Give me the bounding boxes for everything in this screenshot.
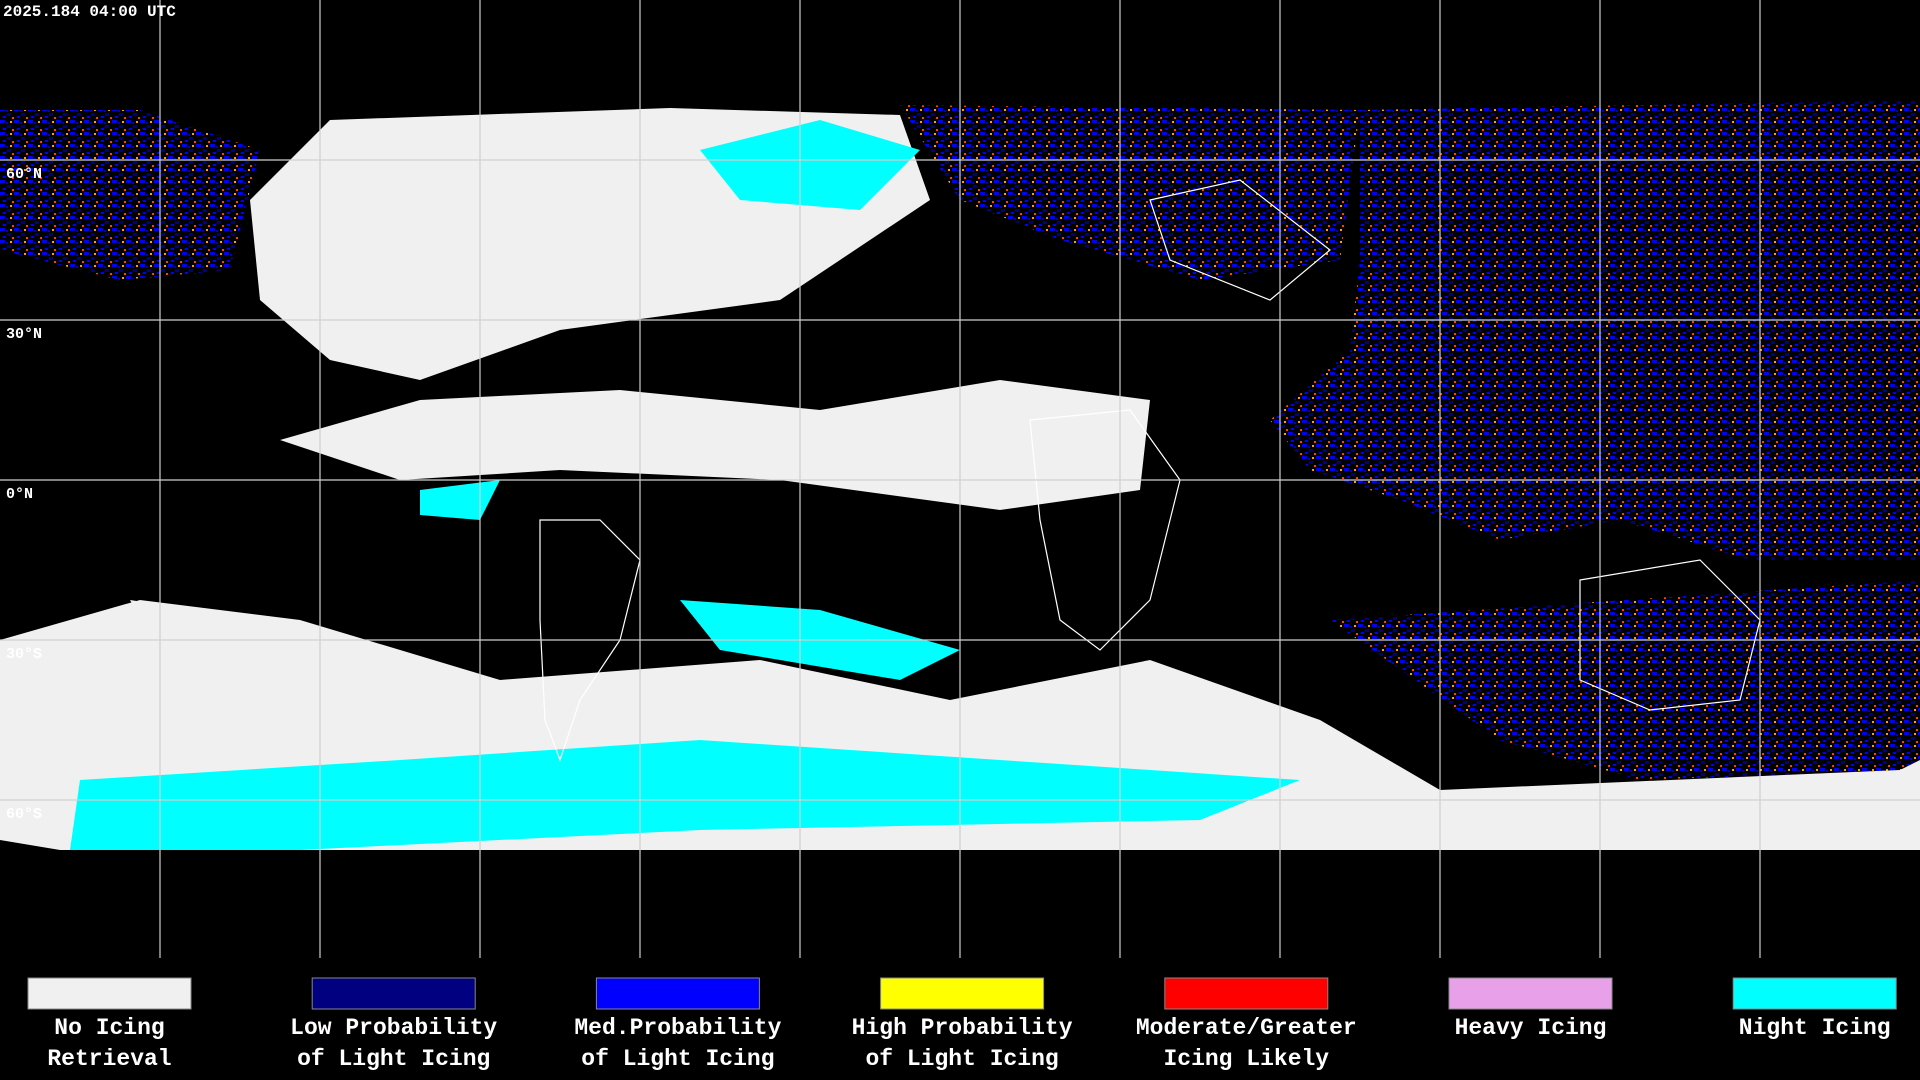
legend: No Icing Retrieval Low Probability of Light… bbox=[27, 977, 1897, 1072]
icing-region bbox=[1330, 580, 1920, 780]
graticule bbox=[0, 0, 1920, 958]
night-icing-region bbox=[700, 120, 920, 210]
legend-swatch bbox=[311, 977, 476, 1010]
coastline bbox=[539, 179, 1761, 762]
legend-swatch bbox=[27, 977, 192, 1010]
latitude-label: 30°S bbox=[6, 646, 42, 663]
icing-region bbox=[1270, 100, 1920, 560]
legend-swatch bbox=[1732, 977, 1897, 1010]
cloud-region bbox=[130, 600, 380, 780]
legend-label: Moderate/Greater bbox=[1136, 1015, 1357, 1041]
legend-label: Heavy Icing bbox=[1455, 1015, 1607, 1041]
icing-region bbox=[0, 110, 260, 280]
legend-label: Med.Probability bbox=[574, 1015, 781, 1041]
legend-label: Low Probability bbox=[290, 1015, 497, 1041]
latitude-label: 0°N bbox=[6, 486, 33, 503]
cloud-region bbox=[280, 380, 1150, 510]
legend-swatch bbox=[1164, 977, 1329, 1010]
legend-swatch bbox=[595, 977, 760, 1010]
legend-label: of Light Icing bbox=[297, 1046, 490, 1072]
latitude-label: 60°S bbox=[6, 806, 42, 823]
latitude-label: 30°N bbox=[6, 326, 42, 343]
night-icing-region bbox=[70, 740, 1300, 850]
legend-label: High Probability bbox=[852, 1015, 1073, 1041]
latitude-label: 60°N bbox=[6, 166, 42, 183]
legend-label: of Light Icing bbox=[581, 1046, 774, 1072]
legend-swatch bbox=[880, 977, 1045, 1010]
icing-region bbox=[900, 105, 1360, 280]
legend-label: Icing Likely bbox=[1163, 1046, 1329, 1072]
legend-label: No Icing bbox=[54, 1015, 164, 1041]
legend-label: Retrieval bbox=[47, 1046, 171, 1072]
timestamp: 2025.184 04:00 UTC bbox=[3, 3, 176, 21]
legend-label: of Light Icing bbox=[865, 1046, 1058, 1072]
legend-swatch bbox=[1448, 977, 1613, 1010]
legend-label: Night Icing bbox=[1739, 1015, 1891, 1041]
